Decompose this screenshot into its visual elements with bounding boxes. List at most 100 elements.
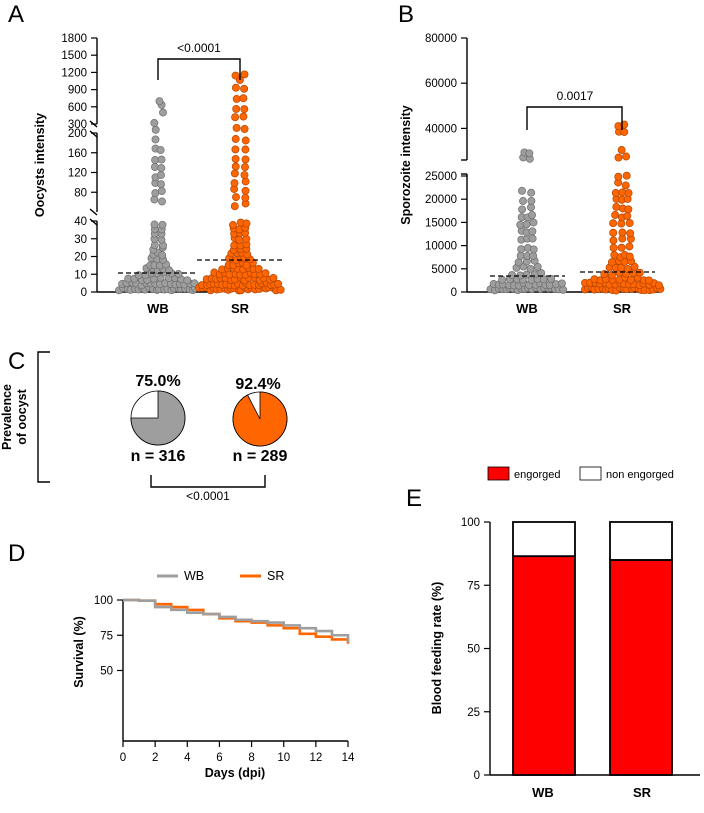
- panel-a-ylabel: Oocysts intensity: [33, 113, 47, 217]
- panel-b: B Sporozoite intensity 0 5000 10000 15000 20…: [398, 1, 665, 316]
- data-point-sr: [231, 145, 240, 154]
- panel-b-y-tick-label: 0: [451, 287, 457, 299]
- panel-c: C Prevalence of oocyst 75.0% 92.4% n = 3…: [0, 348, 287, 503]
- data-point-wb: [519, 197, 527, 205]
- legend-engorged-label: engorged: [514, 469, 561, 481]
- panel-a-y-tick-label: 1500: [61, 50, 87, 62]
- panel-c-ylabel-line1: Prevalence: [0, 384, 14, 450]
- panel-b-p-value: 0.0017: [557, 89, 594, 103]
- data-point-wb: [151, 125, 160, 134]
- data-point-sr: [241, 193, 250, 202]
- data-point-wb: [517, 245, 526, 254]
- data-point-wb: [151, 135, 160, 144]
- data-point-sr: [241, 145, 250, 154]
- data-point-wb: [159, 108, 167, 117]
- panel-d-x-tick-label: 10: [277, 752, 290, 764]
- data-point-wb: [537, 269, 546, 278]
- data-point-sr: [241, 177, 250, 186]
- panel-e-x-tick-wb: WB: [532, 785, 554, 800]
- panel-a-y-tick-label: 10: [74, 269, 87, 281]
- panel-a-points: [115, 70, 285, 295]
- data-point-wb: [157, 180, 165, 189]
- data-point-wb: [547, 274, 556, 283]
- panel-b-x-tick-wb: WB: [516, 301, 538, 316]
- data-point-sr: [274, 279, 283, 288]
- data-point-wb: [528, 227, 537, 236]
- data-point-sr: [254, 264, 263, 273]
- data-point-sr: [611, 188, 620, 197]
- data-point-sr: [622, 152, 631, 161]
- panel-d-y-tick-label: 50: [100, 666, 113, 678]
- data-point-wb: [158, 197, 166, 206]
- panel-e-x-tick-sr: SR: [633, 785, 652, 800]
- data-point-sr: [607, 271, 616, 280]
- legend-non-engorged-swatch: [579, 466, 602, 481]
- data-point-sr: [609, 219, 618, 228]
- panel-a-y-tick-label: 160: [68, 148, 87, 160]
- data-point-wb: [525, 149, 534, 158]
- data-point-wb: [557, 279, 566, 288]
- data-point-wb: [529, 218, 538, 227]
- data-point-wb: [528, 211, 537, 219]
- data-point-wb: [157, 155, 166, 164]
- data-point-sr: [623, 212, 632, 220]
- data-point-sr: [614, 172, 623, 181]
- legend-wb-label: WB: [184, 569, 204, 583]
- panel-a-x-tick-wb: WB: [147, 301, 169, 316]
- data-point-sr: [625, 252, 634, 261]
- data-point-wb: [518, 186, 526, 195]
- data-point-sr: [235, 235, 244, 244]
- data-point-wb: [158, 220, 167, 229]
- panel-a-y-tick-label: 40: [74, 216, 87, 228]
- data-point-sr: [621, 181, 630, 190]
- panel-d-x-tick-label: 2: [152, 752, 158, 764]
- data-point-sr: [624, 189, 633, 198]
- data-point-sr: [231, 71, 240, 80]
- panel-d-xlabel: Days (dpi): [205, 766, 265, 780]
- legend-non-engorged-label: non engorged: [606, 469, 674, 481]
- panel-a-y-tick-label: 1200: [61, 67, 87, 79]
- data-point-sr: [229, 221, 237, 229]
- data-point-wb: [527, 196, 536, 205]
- data-point-wb: [190, 279, 199, 288]
- data-point-wb: [516, 251, 525, 260]
- data-point-sr: [626, 229, 635, 238]
- pie-sr-n: n = 289: [233, 448, 288, 465]
- survival-curve-sr: [123, 598, 350, 644]
- panel-d-y-tick-label: 100: [94, 595, 113, 607]
- panel-e-y-tick-label: 50: [467, 644, 480, 656]
- panel-c-significance-bracket: [150, 475, 266, 488]
- data-point-sr: [231, 113, 240, 122]
- panel-d-x-tick-label: 4: [184, 752, 191, 764]
- pie-sr-slice: [232, 391, 288, 447]
- data-point-sr: [232, 104, 241, 113]
- panel-c-p-value: <0.0001: [186, 489, 230, 503]
- data-point-sr: [240, 105, 249, 114]
- panel-b-ylabel: Sporozoite intensity: [399, 105, 413, 225]
- pie-sr: [232, 391, 288, 447]
- data-point-sr: [241, 163, 249, 172]
- survival-curve-wb: [123, 598, 350, 643]
- panel-d-survival-curves: [123, 598, 350, 644]
- data-point-sr: [609, 236, 618, 245]
- panel-d: D WB SR Survival (%) 0 2 4 6 8 10 12 145075100 …: [8, 540, 355, 780]
- data-point-wb: [508, 271, 516, 280]
- data-point-sr: [624, 205, 633, 214]
- bar-non-engorged-sr: [609, 521, 673, 561]
- data-point-wb: [518, 205, 527, 214]
- panel-d-x-tick-label: 8: [248, 752, 254, 764]
- data-point-sr: [609, 243, 618, 252]
- panel-d-x-tick-label: 14: [342, 752, 355, 764]
- data-point-sr: [232, 94, 241, 103]
- data-point-wb: [157, 171, 165, 180]
- panel-b-y-tick-label: 20000: [425, 194, 457, 206]
- data-point-wb: [183, 276, 192, 285]
- data-point-sr: [240, 171, 249, 180]
- data-point-wb: [150, 163, 159, 171]
- panel-b-points: [486, 120, 665, 295]
- data-point-sr: [231, 83, 240, 92]
- panel-a-y-tick-label: 30: [74, 234, 87, 246]
- data-point-sr: [617, 243, 626, 252]
- panel-b-significance-bracket: [526, 106, 623, 130]
